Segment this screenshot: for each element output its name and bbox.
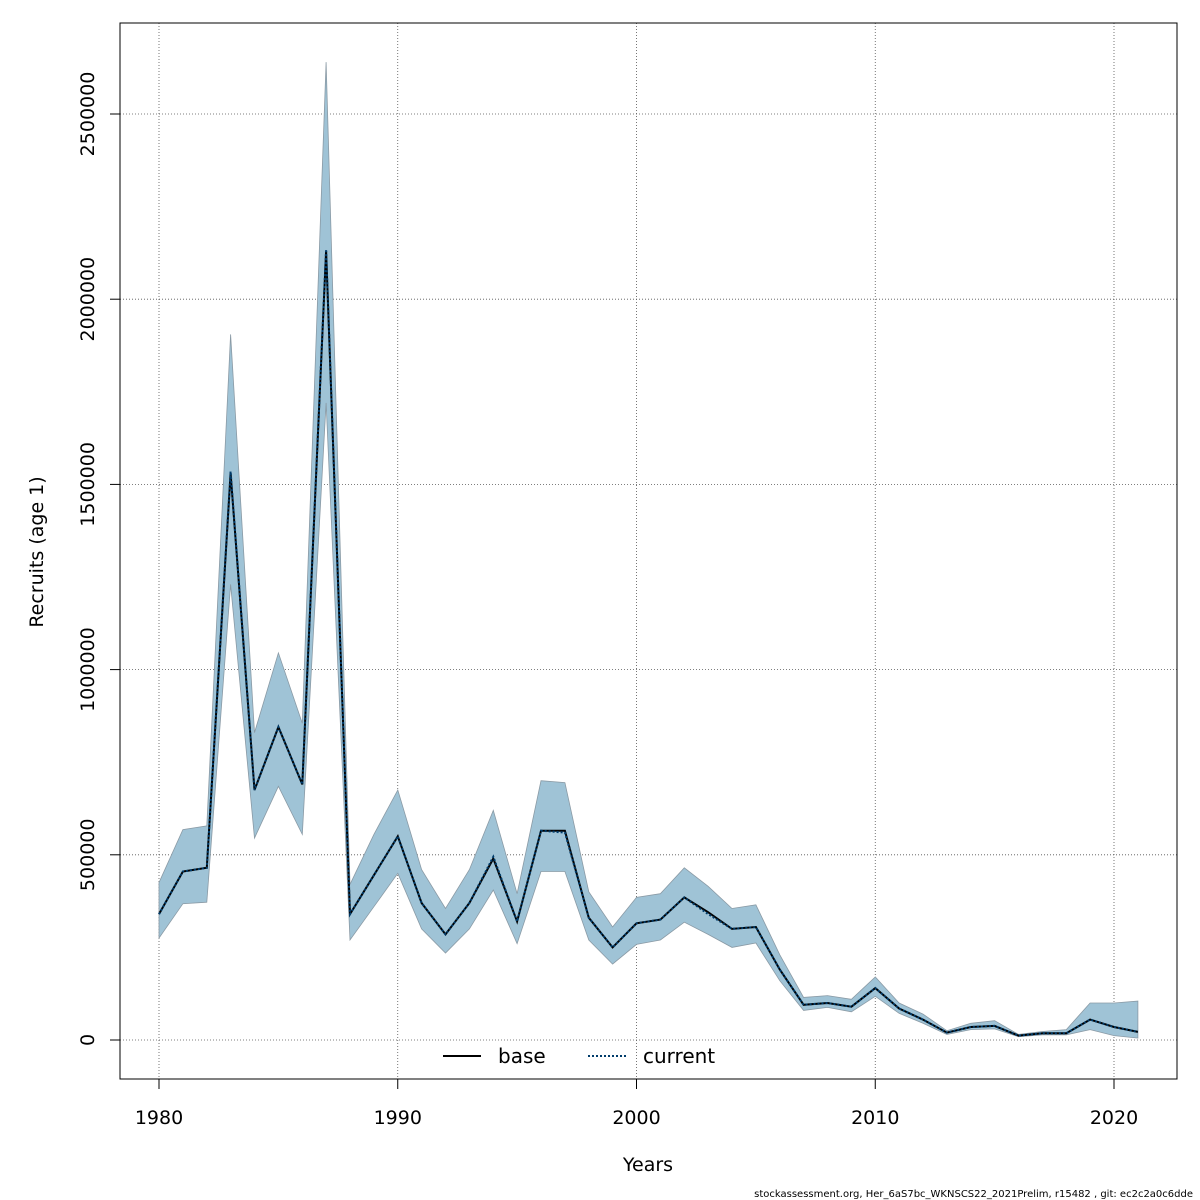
- data-point-current: [492, 855, 495, 858]
- data-point-current: [850, 1005, 853, 1008]
- data-point-current: [396, 835, 399, 838]
- y-tick-label: 2500000: [77, 72, 99, 157]
- series-line-current: [158, 249, 1139, 1037]
- y-tick-label: 1500000: [77, 442, 99, 527]
- data-point-current: [516, 920, 519, 923]
- data-point-current: [826, 1001, 829, 1004]
- y-axis: 0 500000 1000000 1500000 2000000 2500000: [77, 72, 121, 1046]
- legend: base current: [443, 1044, 715, 1068]
- data-point-current: [802, 1003, 805, 1006]
- data-point-current: [205, 866, 208, 869]
- data-point-current: [945, 1031, 948, 1034]
- x-tick-label: 1980: [135, 1107, 183, 1129]
- data-point-current: [731, 927, 734, 930]
- data-point-current: [587, 916, 590, 919]
- data-point-current: [778, 968, 781, 971]
- data-point-current: [611, 946, 614, 949]
- data-point-current: [898, 1007, 901, 1010]
- x-axis-title: Years: [622, 1154, 673, 1176]
- data-point-current: [707, 913, 710, 916]
- data-point-current: [301, 783, 304, 786]
- legend-label-base: base: [498, 1044, 546, 1068]
- legend-label-current: current: [643, 1044, 715, 1068]
- data-point-current: [325, 248, 328, 251]
- data-point-current: [874, 987, 877, 990]
- data-point-current: [683, 896, 686, 899]
- data-point-current: [1136, 1030, 1139, 1033]
- data-point-current: [277, 726, 280, 729]
- data-point-current: [420, 901, 423, 904]
- data-point-current: [444, 933, 447, 936]
- x-tick-label: 2010: [851, 1107, 899, 1129]
- y-tick-label: 500000: [77, 819, 99, 892]
- data-point-current: [181, 870, 184, 873]
- confidence-band: [158, 62, 1139, 1039]
- y-tick-label: 0: [77, 1034, 99, 1046]
- data-point-current: [1041, 1032, 1044, 1035]
- y-axis-title: Recruits (age 1): [26, 476, 48, 627]
- data-point-current: [253, 788, 256, 791]
- data-point-current: [158, 913, 161, 916]
- y-tick-label: 1000000: [77, 627, 99, 712]
- data-point-current: [1113, 1026, 1116, 1029]
- x-tick-label: 2020: [1090, 1107, 1138, 1129]
- data-point-current: [993, 1024, 996, 1027]
- data-point-current: [349, 913, 352, 916]
- footer-note: stockassessment.org, Her_6aS7bc_WKNSCS22…: [754, 1189, 1193, 1200]
- data-point-current: [635, 922, 638, 925]
- data-point-current: [468, 901, 471, 904]
- data-point-current: [1017, 1034, 1020, 1037]
- y-tick-label: 2000000: [77, 257, 99, 342]
- data-point-current: [659, 918, 662, 921]
- x-tick-label: 1990: [374, 1107, 422, 1129]
- data-point-current: [540, 829, 543, 832]
- data-point-current: [563, 831, 566, 834]
- x-tick-label: 2000: [612, 1107, 660, 1129]
- data-point-current: [922, 1018, 925, 1021]
- data-point-current: [372, 874, 375, 877]
- data-point-current: [754, 926, 757, 929]
- data-point-current: [1089, 1018, 1092, 1021]
- x-axis: 1980 1990 2000 2010 2020: [135, 1078, 1138, 1129]
- data-point-current: [1065, 1032, 1068, 1035]
- data-point-current: [229, 470, 232, 473]
- grid: [120, 23, 1177, 1079]
- data-point-current: [969, 1026, 972, 1029]
